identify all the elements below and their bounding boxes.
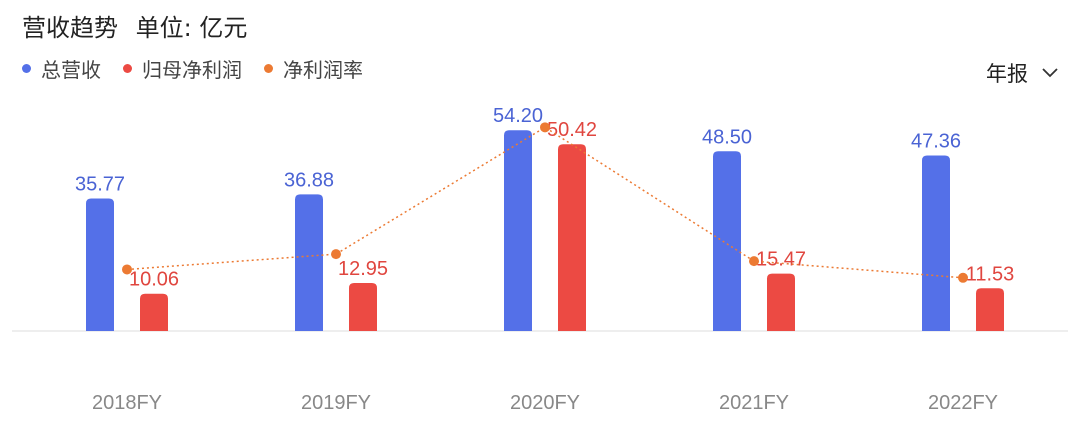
- legend-dot-net-profit: [123, 64, 132, 73]
- legend-label-net-profit: 归母净利润: [142, 58, 242, 82]
- bar-net-profit: [767, 273, 795, 331]
- legend-label-margin: 净利润率: [283, 58, 363, 82]
- data-label-revenue: 54.20: [493, 105, 543, 127]
- period-label: 年报: [986, 62, 1028, 86]
- chart-title: 营收趋势 单位: 亿元: [22, 8, 247, 43]
- point-margin: [749, 256, 759, 267]
- data-label-revenue: 47.36: [911, 131, 961, 153]
- bar-revenue: [86, 198, 114, 331]
- bar-net-profit: [140, 293, 168, 331]
- legend-item-net-profit[interactable]: 归母净利润: [123, 54, 242, 83]
- data-label-net-profit: 50.42: [547, 119, 597, 141]
- point-margin: [540, 122, 550, 133]
- legend-dot-revenue: [22, 64, 31, 73]
- legend-item-revenue[interactable]: 总营收: [22, 54, 101, 83]
- point-margin: [331, 249, 341, 260]
- x-tick-label: 2021FY: [719, 392, 789, 414]
- data-label-net-profit: 10.06: [129, 269, 179, 291]
- legend-dot-margin: [264, 64, 273, 73]
- x-tick-label: 2018FY: [92, 392, 162, 414]
- point-margin: [958, 272, 968, 283]
- x-tick-label: 2019FY: [301, 392, 371, 414]
- data-label-revenue: 48.50: [702, 126, 752, 148]
- bar-revenue: [504, 130, 532, 331]
- legend-label-revenue: 总营收: [41, 58, 101, 82]
- period-selector[interactable]: 年报: [986, 58, 1058, 88]
- bar-net-profit: [558, 144, 586, 331]
- x-tick-label: 2022FY: [928, 392, 998, 414]
- point-margin: [122, 264, 132, 275]
- bar-net-profit: [976, 288, 1004, 331]
- x-tick-label: 2020FY: [510, 392, 580, 414]
- data-label-net-profit: 15.47: [756, 249, 806, 271]
- legend: 总营收 归母净利润 净利润率: [22, 54, 385, 83]
- bar-revenue: [295, 194, 323, 331]
- unit-label: 单位: 亿元: [135, 14, 248, 42]
- bar-revenue: [713, 151, 741, 331]
- data-label-net-profit: 11.53: [966, 263, 1015, 285]
- line-margin: [126, 126, 964, 279]
- legend-item-margin[interactable]: 净利润率: [264, 54, 363, 83]
- data-label-net-profit: 12.95: [338, 258, 388, 280]
- chevron-down-icon: [1042, 68, 1058, 78]
- data-label-revenue: 36.88: [284, 169, 334, 191]
- title-text: 营收趋势: [22, 14, 118, 42]
- bar-revenue: [922, 155, 950, 331]
- bar-net-profit: [349, 283, 377, 331]
- data-label-revenue: 35.77: [75, 173, 125, 195]
